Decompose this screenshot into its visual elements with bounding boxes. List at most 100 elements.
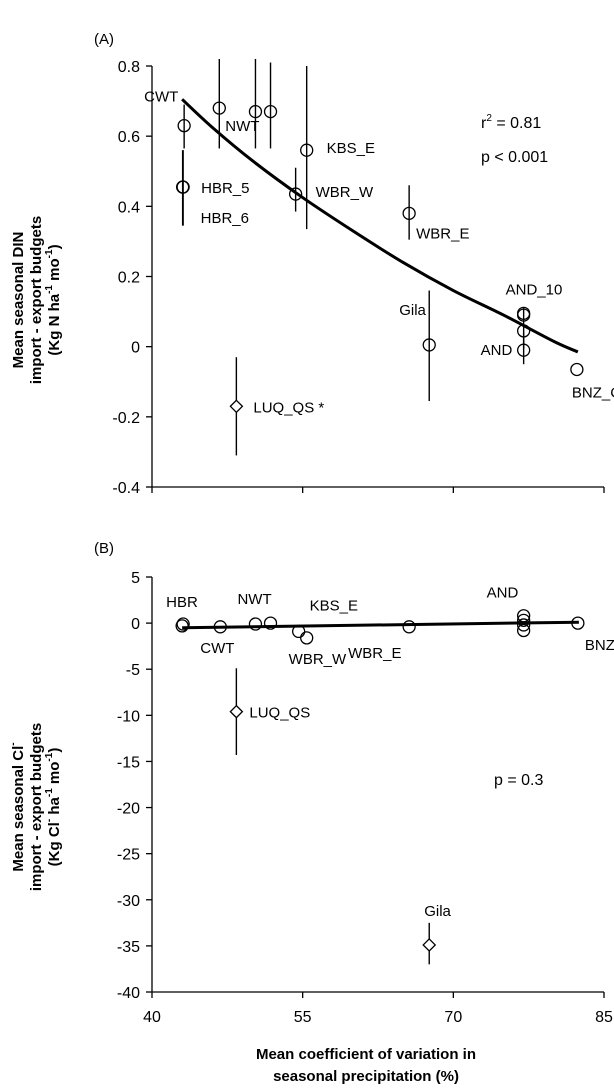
data-point-circle — [212, 101, 226, 115]
point-label: NWT — [225, 118, 259, 135]
regression-curve — [181, 98, 579, 354]
panel-a-ylabel-unit: (Kg N ha-1 mo-1) — [44, 244, 63, 355]
panel-a-r2: r2 = 0.81 — [481, 113, 541, 132]
point-label: WBR_E — [348, 645, 401, 662]
point-label: AND — [487, 585, 519, 602]
x-tick-label: 55 — [294, 1009, 312, 1026]
point-label: BNZ_C4 — [572, 384, 614, 401]
point-label: HBR_6 — [201, 210, 249, 227]
panel-b-label: (B) — [94, 540, 114, 557]
y-tick-label: 0.6 — [118, 129, 140, 146]
y-tick-label: -35 — [117, 939, 140, 956]
panel-a-point-labels: CWT HBR_5 HBR_6 NWT KBS_E WBR_W WBR_E Gila AND_1… — [144, 89, 614, 417]
data-point-circle — [402, 620, 416, 634]
y-tick-label: -15 — [117, 754, 140, 771]
panel-b-ylabel-unit: (Kg Cl- ha-1 mo-1) — [44, 748, 63, 867]
panel-b-ylabel-line1: Mean seasonal Cl- — [8, 742, 27, 871]
y-tick-label: 0.2 — [118, 270, 140, 287]
y-tick-label: -40 — [117, 985, 140, 1002]
data-point-circle — [516, 618, 531, 632]
point-label: LUQ_QS — [249, 705, 310, 722]
point-label: WBR_E — [416, 225, 469, 242]
point-label: CWT — [200, 640, 234, 657]
point-label: HBR_5 — [201, 180, 249, 197]
data-point-circle — [263, 104, 278, 119]
data-point-circle — [300, 631, 314, 645]
panel-b-ytick-labels: -40 -35 -30 -25 -20 -15 -10 -5 0 5 — [117, 570, 140, 1002]
point-label: CWT — [144, 89, 178, 106]
data-point-circle — [516, 609, 531, 623]
data-point-circle — [288, 187, 303, 201]
data-point-circle — [291, 624, 306, 639]
point-label: AND — [481, 342, 513, 359]
regression-line — [182, 620, 579, 630]
x-tick-label: 40 — [143, 1009, 161, 1026]
panel-a-ylabel-line2: import - export budgets — [28, 216, 45, 384]
data-point-circle — [516, 613, 531, 627]
panel-b-xtick-labels: 40 55 70 85 — [143, 1009, 613, 1026]
y-tick-label: -30 — [117, 893, 140, 910]
point-label: Gila — [424, 903, 451, 920]
y-tick-label: 0.8 — [118, 59, 140, 76]
data-point-circle — [300, 143, 314, 157]
point-label: Gila — [399, 302, 426, 319]
data-point-circle — [248, 617, 263, 631]
y-tick-label: -0.2 — [112, 410, 140, 427]
point-label: KBS_E — [327, 140, 375, 157]
data-point-circle — [248, 104, 263, 119]
panel-a-axes — [146, 65, 605, 493]
y-tick-label: -20 — [117, 801, 140, 818]
point-label: KBS_E — [310, 597, 358, 614]
panel-b-points — [175, 609, 585, 965]
panel-b-ylabel: Mean seasonal Cl- import - export budget… — [8, 723, 63, 891]
x-tick-label: 85 — [595, 1009, 613, 1026]
panel-a-label: (A) — [94, 31, 114, 48]
y-tick-label: -10 — [117, 708, 140, 725]
data-point-diamond — [229, 399, 244, 414]
panel-a-ytick-labels: -0.4 -0.2 0 0.2 0.4 0.6 0.8 — [112, 59, 140, 497]
y-tick-label: -5 — [126, 662, 140, 679]
point-label: NWT — [237, 591, 271, 608]
panel-a-fit-curve — [181, 98, 579, 354]
y-tick-label: 0.4 — [118, 199, 140, 216]
data-point-circle — [177, 118, 191, 133]
y-tick-label: 0 — [131, 340, 140, 357]
data-point-circle — [422, 338, 436, 352]
point-label: LUQ_QS * — [253, 399, 324, 416]
data-point-diamond — [229, 704, 244, 719]
data-point-circle — [213, 620, 227, 634]
panel-b-fit-line — [182, 620, 579, 630]
panel-a-ylabel: Mean seasonal DIN import - export budget… — [10, 216, 63, 384]
panel-a-p-value: p < 0.001 — [481, 149, 548, 166]
point-label: HBR — [166, 594, 198, 611]
y-tick-label: -0.4 — [112, 480, 140, 497]
data-point-circle — [570, 362, 584, 377]
data-point-circle — [402, 206, 416, 221]
panel-b-axes — [146, 576, 605, 998]
data-point-circle — [571, 616, 585, 630]
data-point-circle — [516, 343, 531, 357]
point-label: WBR_W — [316, 184, 374, 201]
y-tick-label: -25 — [117, 847, 140, 864]
data-point-circle — [516, 623, 531, 638]
data-point-diamond — [422, 938, 437, 952]
data-point-circle — [175, 180, 190, 194]
panel-b-ylabel-line2: import - export budgets — [28, 723, 45, 891]
panel-b: (B) -40 -35 -30 -25 -20 -15 -10 -5 0 5 40 55 70 85 H… — [8, 540, 614, 1085]
data-point-circle — [176, 617, 190, 631]
y-tick-label: 5 — [131, 570, 140, 587]
data-point-circle — [263, 616, 278, 630]
x-axis-label-line1: Mean coefficient of variation in — [256, 1046, 476, 1063]
y-tick-label: 0 — [131, 616, 140, 633]
panel-a-ylabel-line1: Mean seasonal DIN — [10, 232, 27, 369]
point-label: BNZ_C4 — [585, 637, 614, 654]
panel-b-p-value: p = 0.3 — [494, 772, 543, 789]
x-tick-label: 70 — [444, 1009, 462, 1026]
panel-a-points — [175, 58, 584, 456]
data-point-circle — [175, 619, 189, 633]
point-label: WBR_W — [289, 651, 347, 668]
point-label: AND_10 — [506, 281, 563, 298]
x-axis-label-line2: seasonal precipitation (%) — [273, 1068, 459, 1085]
